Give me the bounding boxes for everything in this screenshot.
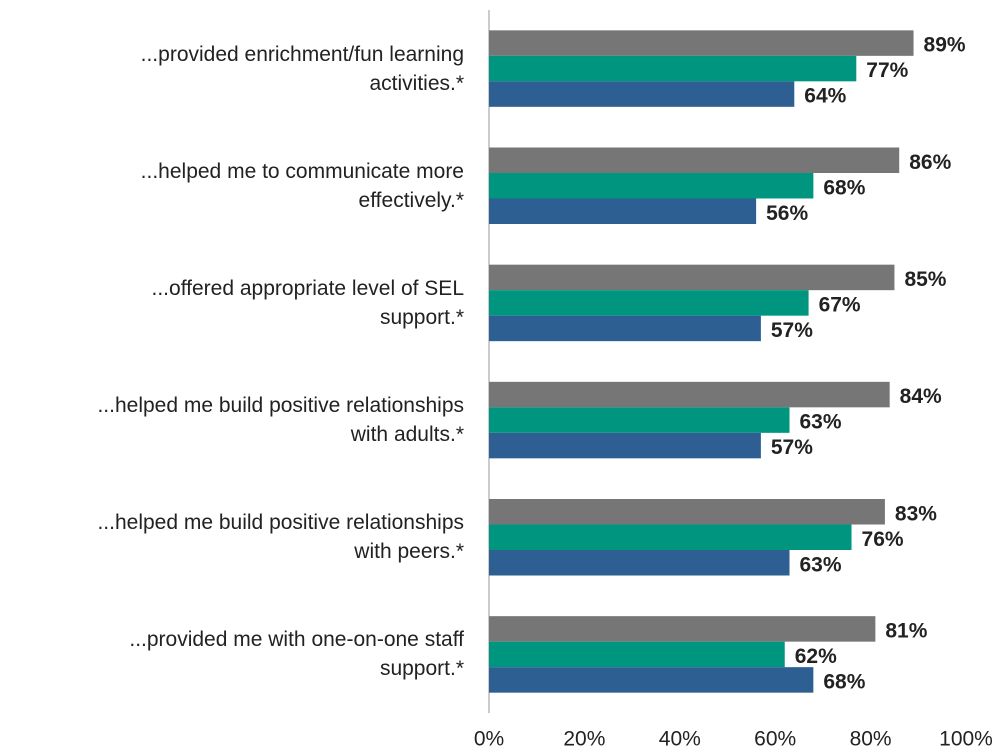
bar	[489, 315, 761, 342]
bar	[489, 524, 852, 550]
bar	[489, 290, 809, 316]
bar	[489, 550, 790, 576]
value-label: 57%	[771, 436, 813, 459]
bar	[489, 81, 795, 107]
bar	[489, 147, 900, 173]
bar	[489, 173, 814, 199]
value-label: 64%	[804, 85, 846, 108]
bar	[489, 616, 876, 642]
bar	[489, 667, 814, 693]
value-label: 86%	[909, 151, 951, 174]
bar	[489, 198, 757, 224]
category-label: ...provided me with one-on-one staff sup…	[129, 628, 464, 681]
value-label: 62%	[795, 645, 837, 668]
x-tick-label: 60%	[754, 728, 796, 751]
value-label: 89%	[924, 34, 966, 57]
x-tick-label: 0%	[474, 728, 504, 751]
value-label: 63%	[800, 553, 842, 576]
value-label: 84%	[900, 385, 942, 408]
value-label: 68%	[823, 176, 865, 199]
x-tick-label: 20%	[563, 728, 605, 751]
value-label: 81%	[885, 619, 927, 642]
bar	[489, 499, 885, 525]
bar	[489, 407, 790, 433]
category-label: ...helped me to communicate more effecti…	[140, 159, 464, 212]
bar	[489, 264, 895, 291]
category-label: ...helped me build positive relationship…	[97, 511, 464, 564]
value-label: 57%	[771, 319, 813, 342]
x-tick-label: 40%	[659, 728, 701, 751]
value-label: 83%	[895, 502, 937, 525]
value-label: 67%	[819, 293, 861, 316]
value-label: 85%	[904, 268, 946, 291]
bar	[489, 30, 914, 56]
bar	[489, 381, 890, 408]
bar	[489, 641, 785, 668]
value-label: 77%	[866, 59, 908, 82]
category-label: ...offered appropriate level of SEL supp…	[151, 276, 464, 329]
value-label: 68%	[823, 670, 865, 693]
x-tick-label: 80%	[850, 728, 892, 751]
value-label: 63%	[800, 411, 842, 434]
bar	[489, 55, 857, 82]
x-tick-label: 100%	[939, 728, 993, 751]
bar	[489, 432, 761, 459]
category-label: ...provided enrichment/fun learning acti…	[140, 42, 464, 95]
value-label: 76%	[862, 528, 904, 551]
category-label: ...helped me build positive relationship…	[97, 394, 464, 447]
value-label: 56%	[766, 202, 808, 225]
